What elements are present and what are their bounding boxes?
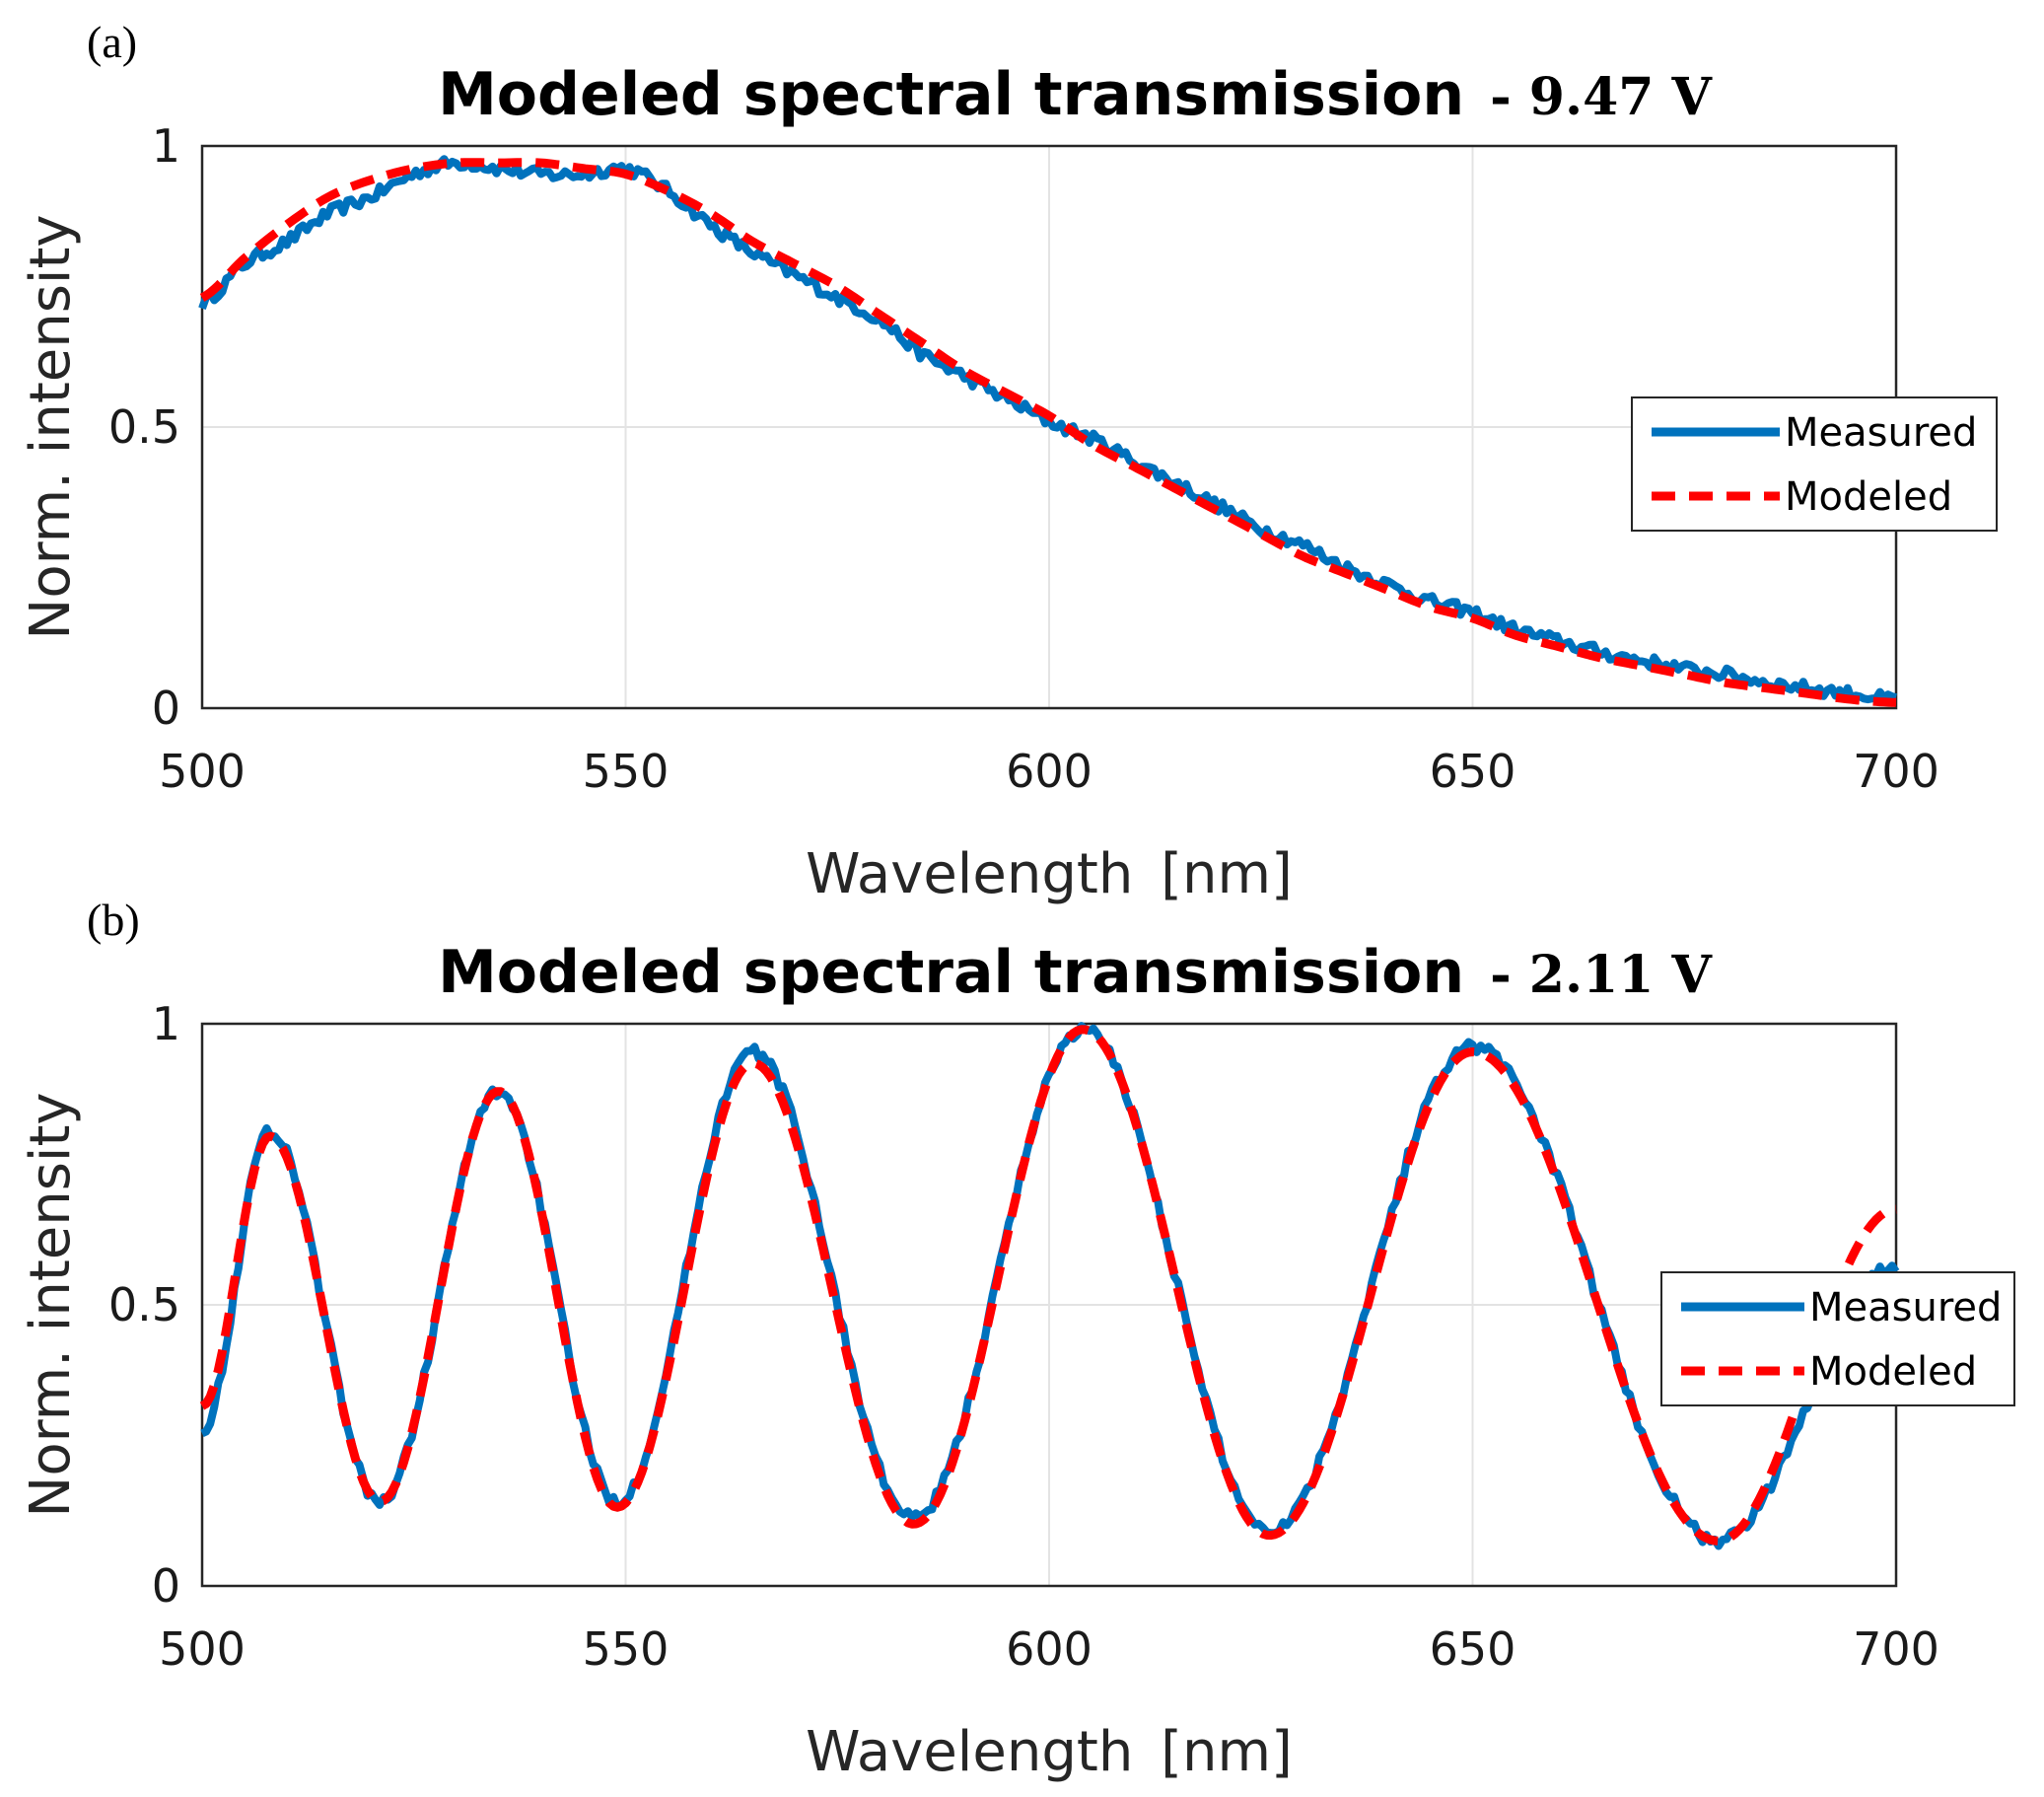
legend-label-modeled: Modeled [1809, 1349, 1977, 1395]
x-tick-label: 650 [1430, 745, 1516, 798]
x-tick-label: 550 [583, 1622, 670, 1676]
x-axis-unit: [nm] [1161, 842, 1293, 906]
plot-area [199, 1022, 1900, 1550]
grid [202, 1024, 1896, 1586]
legend-box [1631, 396, 1998, 532]
y-tick-label: 0 [152, 682, 180, 735]
legend: Measured Modeled [1660, 1271, 2015, 1406]
x-tick-label: 700 [1853, 1622, 1939, 1676]
series-line-modeled [199, 158, 1897, 707]
chart-title: Modeled spectral transmission - 9.47 V [438, 60, 1713, 129]
y-tick-label: 0.5 [108, 400, 180, 454]
plot-area [198, 155, 1897, 707]
x-tick-label: 500 [159, 1622, 246, 1676]
y-tick-label: 1 [152, 997, 180, 1050]
legend-box [1660, 1271, 2015, 1406]
y-ticks: 0 0.5 1 [108, 119, 180, 735]
x-tick-label: 650 [1430, 1622, 1516, 1676]
x-axis-label-text: Wavelength [806, 1720, 1133, 1784]
chart-title-voltage: - 9.47 V [1490, 67, 1713, 127]
x-ticks: 500 550 600 650 700 [159, 1622, 1939, 1676]
y-tick-label: 1 [152, 119, 180, 173]
x-tick-label: 600 [1006, 1622, 1092, 1676]
panel-b: (b) Modeled spectral transmission - 2.11… [19, 895, 2015, 1784]
x-tick-label: 700 [1853, 745, 1939, 798]
x-tick-label: 550 [583, 745, 670, 798]
y-axis-label: Norm. intensity [19, 214, 83, 639]
y-tick-label: 0 [152, 1559, 180, 1613]
y-tick-label: 0.5 [108, 1278, 180, 1331]
chart-title: Modeled spectral transmission - 2.11 V [438, 938, 1713, 1007]
y-ticks: 0 0.5 1 [108, 997, 180, 1613]
x-axis-label: Wavelength [nm] [806, 1720, 1293, 1784]
chart-title-voltage: - 2.11 V [1490, 945, 1713, 1005]
panel-a: (a) Modeled spectral transmission - 9.47… [19, 17, 1998, 906]
x-tick-label: 600 [1006, 745, 1092, 798]
y-axis-label: Norm. intensity [19, 1092, 83, 1517]
x-ticks: 500 550 600 650 700 [159, 745, 1939, 798]
panel-label: (b) [87, 895, 140, 945]
x-axis-label: Wavelength [nm] [806, 842, 1293, 906]
legend: Measured Modeled [1631, 396, 1998, 532]
legend-label-measured: Measured [1809, 1285, 2002, 1330]
legend-label-modeled: Modeled [1785, 474, 1952, 520]
x-axis-label-text: Wavelength [806, 842, 1133, 906]
legend-label-measured: Measured [1785, 410, 1977, 456]
panel-label: (a) [87, 17, 137, 67]
x-tick-label: 500 [159, 745, 246, 798]
chart-title-text: Modeled spectral transmission [438, 938, 1464, 1007]
chart-title-text: Modeled spectral transmission [438, 60, 1464, 129]
x-axis-unit: [nm] [1161, 1720, 1293, 1784]
